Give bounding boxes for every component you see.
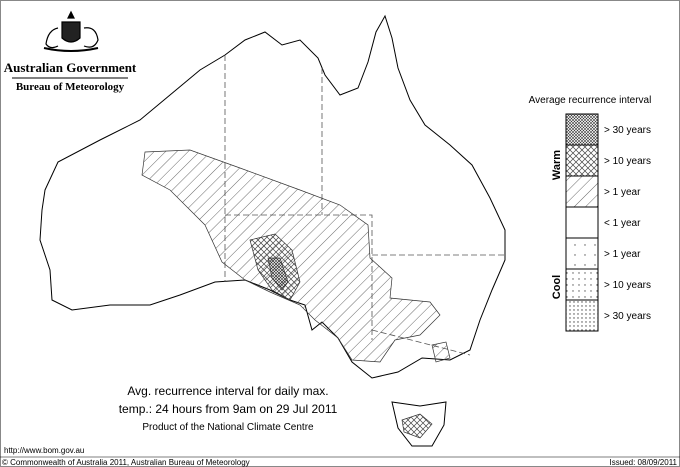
header-title: Australian Government bbox=[4, 60, 137, 75]
legend-label: > 10 years bbox=[604, 280, 651, 291]
legend-label: > 30 years bbox=[604, 125, 651, 136]
header-subtitle: Bureau of Meteorology bbox=[16, 81, 125, 93]
footer-issued: Issued: 08/09/2011 bbox=[610, 458, 678, 467]
legend-label: > 1 year bbox=[604, 249, 641, 260]
coat-of-arms bbox=[43, 10, 99, 52]
legend-swatch bbox=[565, 144, 599, 177]
legend-label: > 30 years bbox=[604, 311, 651, 322]
legend-label: > 1 year bbox=[604, 187, 641, 198]
caption-line: temp.: 24 hours from 9am on 29 Jul 2011 bbox=[119, 402, 338, 416]
anomaly-region-warm-30yr bbox=[267, 257, 289, 291]
legend-cool: Cool bbox=[551, 275, 563, 299]
legend-swatch bbox=[565, 268, 599, 301]
footer-url: http://www.bom.gov.au bbox=[4, 446, 84, 455]
legend-swatch bbox=[565, 113, 599, 146]
footer-copyright: © Commonwealth of Australia 2011, Austra… bbox=[2, 458, 250, 467]
legend-label: > 10 years bbox=[604, 156, 651, 167]
anomaly-region-vic bbox=[431, 341, 451, 363]
legend-title: Average recurrence interval bbox=[529, 95, 652, 106]
legend-label: < 1 year bbox=[604, 218, 641, 229]
anomaly-region-tas bbox=[401, 413, 433, 439]
map bbox=[39, 14, 506, 447]
caption-line: Avg. recurrence interval for daily max. bbox=[127, 384, 328, 398]
legend-swatch bbox=[565, 206, 599, 239]
caption-line: Product of the National Climate Centre bbox=[142, 422, 314, 433]
legend-swatch bbox=[565, 299, 599, 332]
legend: Average recurrence interval > 30 years >… bbox=[529, 95, 652, 332]
legend-swatch bbox=[565, 175, 599, 208]
legend-swatch bbox=[565, 237, 599, 270]
legend-warm: Warm bbox=[551, 150, 563, 180]
